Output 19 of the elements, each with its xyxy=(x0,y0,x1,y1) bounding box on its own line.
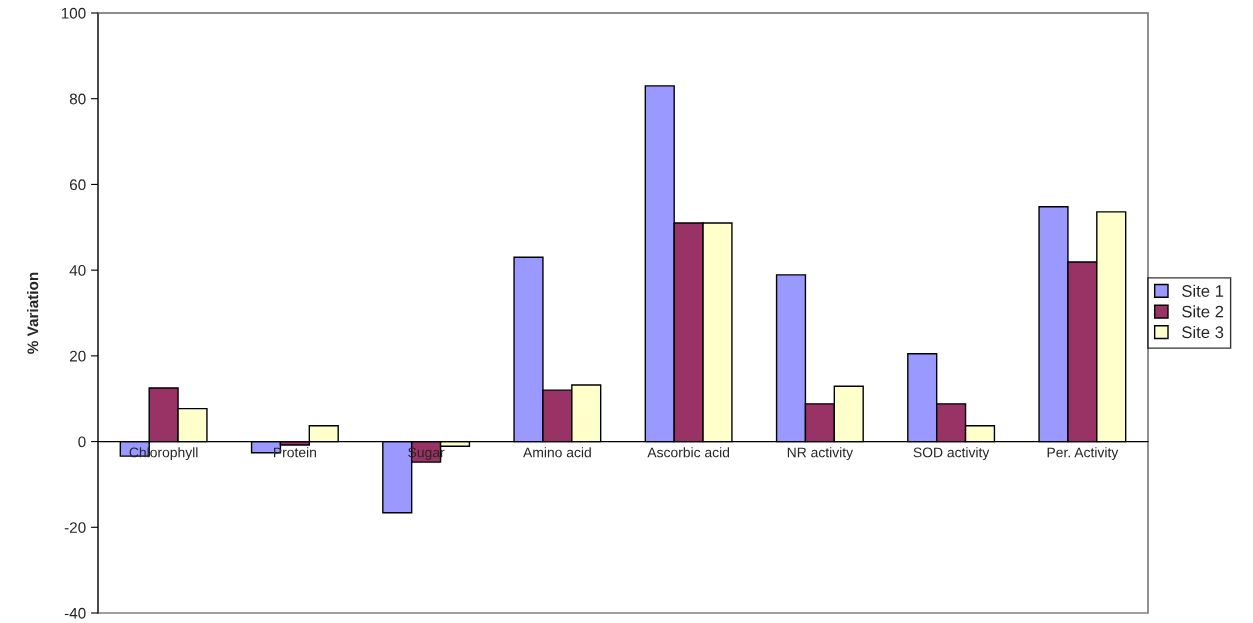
y-tick-label: 80 xyxy=(69,93,86,105)
x-tick-label: Ascorbic acid xyxy=(647,447,730,458)
x-tick-label: Amino acid xyxy=(523,447,591,458)
y-tick-label: -20 xyxy=(64,522,86,533)
y-tick-label: 60 xyxy=(69,179,86,191)
y-tick-label: 40 xyxy=(69,265,86,276)
y-tick-label: 100 xyxy=(61,7,86,19)
x-tick-label: Per. Activity xyxy=(1047,447,1119,461)
x-tick-label: Protein xyxy=(274,447,316,458)
y-tick-label: 0 xyxy=(78,436,86,448)
legend-label: Site 3 xyxy=(1182,325,1224,339)
legend-label: Site 2 xyxy=(1182,305,1224,318)
x-tick-label: SOD activity xyxy=(913,447,990,461)
y-tick-label: 20 xyxy=(69,350,86,362)
x-tick-label: Chlorophyll xyxy=(129,447,198,461)
legend-label: Site 1 xyxy=(1182,284,1224,297)
x-tick-label: NR activity xyxy=(787,447,854,461)
y-tick-label: -40 xyxy=(64,607,86,619)
y-axis-title: % Variation xyxy=(27,272,39,354)
